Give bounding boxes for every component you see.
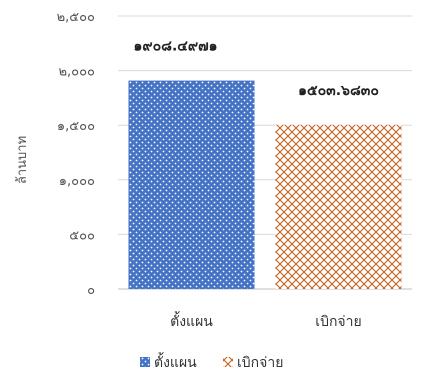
x-tick-label: ตั้งแผน (170, 311, 213, 330)
legend-label-disburse: เบิกจ่าย (237, 355, 283, 371)
bar-plan (128, 80, 255, 289)
y-tick-label: ๒,๐๐๐ (58, 65, 95, 80)
y-axis-label: ล้านบาท (15, 136, 30, 184)
x-axis-categories: ตั้งแผน เบิกจ่าย (170, 311, 362, 330)
data-label: ๑๕๐๓.๖๘๓๐ (298, 83, 379, 99)
legend-swatch-plan (140, 357, 150, 367)
y-tick-label: ๑,๕๐๐ (57, 119, 95, 134)
bars (128, 80, 402, 289)
data-label: ๑๙๐๘.๔๙๗๑ (133, 39, 217, 55)
y-tick-label: ๕๐๐ (69, 228, 95, 243)
x-tick-label: เบิกจ่าย (315, 314, 361, 330)
y-axis-ticks: ๐ ๕๐๐ ๑,๐๐๐ ๑,๕๐๐ ๒,๐๐๐ ๒,๕๐๐ (57, 10, 95, 298)
legend: ตั้งแผน เบิกจ่าย (140, 352, 283, 371)
y-tick-label: ๒,๕๐๐ (57, 10, 95, 25)
y-tick-label: ๐ (87, 283, 95, 298)
y-tick-label: ๑,๐๐๐ (59, 174, 95, 189)
bar-disburse (275, 124, 402, 289)
legend-label-plan: ตั้งแผน (154, 352, 197, 371)
legend-swatch-disburse (223, 357, 233, 367)
